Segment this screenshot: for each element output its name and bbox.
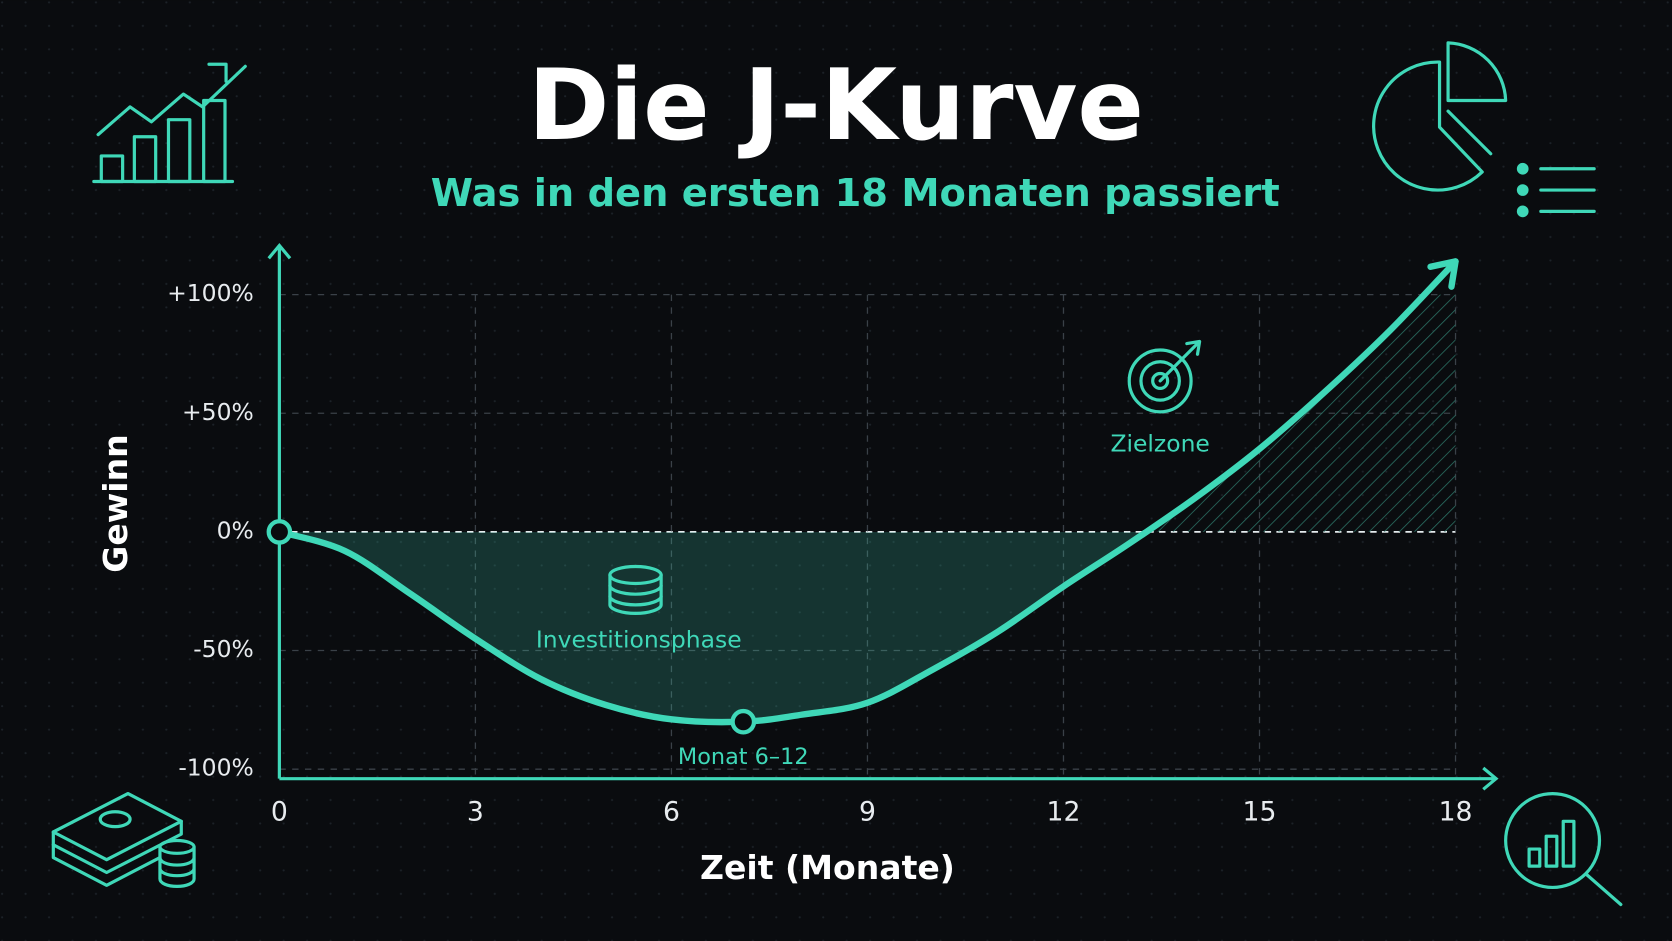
x-tick-label: 12	[1047, 796, 1081, 827]
chart-subtitle: Was in den ersten 18 Monaten passiert	[431, 171, 1280, 216]
plot-area	[266, 258, 1459, 735]
annotation: Monat 6–12	[678, 744, 809, 770]
y-tick-label: +100%	[167, 279, 254, 307]
coins-icon	[608, 564, 663, 615]
search-chart-icon	[1504, 791, 1623, 907]
line	[276, 258, 1459, 726]
x-tick-label: 0	[271, 796, 288, 827]
y-axis	[267, 243, 292, 779]
chart-title: Die J-Kurve	[528, 49, 1144, 163]
annotation: Investitionsphase	[536, 626, 742, 654]
list-icon	[1516, 162, 1596, 218]
y-tick-label: -50%	[193, 635, 254, 663]
y-tick-label: +50%	[182, 398, 254, 426]
money-icon	[51, 791, 196, 888]
x-axis	[279, 766, 1499, 791]
pie-icon	[1372, 41, 1508, 192]
x-axis-label: Zeit (Monate)	[700, 848, 955, 887]
x-tick-label: 18	[1439, 796, 1473, 827]
loss-area	[279, 531, 1456, 723]
x-tick-label: 9	[859, 796, 876, 827]
x-tick-label: 15	[1243, 796, 1277, 827]
y-axis-label: Gewinn	[96, 434, 135, 572]
profit-area	[1146, 294, 1456, 532]
highlight-point	[266, 519, 293, 545]
x-tick-label: 3	[467, 796, 484, 827]
y-tick-label: -100%	[178, 754, 253, 782]
growth-icon	[92, 62, 247, 184]
target-icon	[1127, 339, 1202, 414]
y-tick-label: 0%	[217, 516, 254, 544]
highlight-point	[730, 708, 757, 735]
grid: -100% -50% 0% +50% +100% 0 3 6 9 12 15 18	[167, 243, 1499, 827]
x-tick-label: 6	[663, 796, 680, 827]
arrowhead	[1427, 258, 1459, 290]
annotation: Zielzone	[1110, 429, 1209, 457]
